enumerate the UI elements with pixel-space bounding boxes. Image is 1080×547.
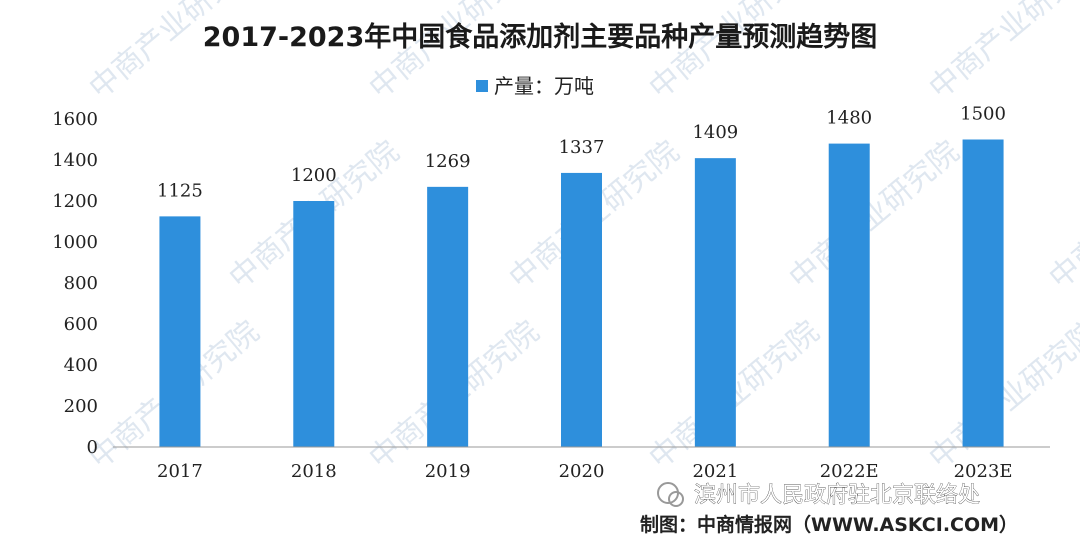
data-label-2019: 1269 (425, 151, 471, 172)
wechat-badge: 滨州市人民政府驻北京联络处 (657, 482, 980, 508)
x-tick-label: 2017 (157, 461, 203, 482)
y-tick-label: 200 (64, 396, 98, 417)
watermark-text: 中商产业研究院 (923, 0, 1080, 106)
data-labels: 1125 1200 1269 1337 1409 1480 1500 (157, 104, 1006, 202)
watermark-text: 中商产业研究院 (1043, 134, 1080, 296)
chart-title: 2017-2023年中国食品添加剂主要品种产量预测趋势图 (203, 21, 878, 53)
x-tick-label: 2018 (291, 461, 337, 482)
x-tick-label: 2020 (559, 461, 605, 482)
y-tick-label: 600 (64, 314, 98, 335)
bar-2023E (962, 139, 1004, 447)
bar-2017 (159, 216, 201, 447)
bar-2018 (293, 201, 335, 447)
watermark-text: 中商产业研究院 (83, 0, 266, 106)
legend-swatch (476, 80, 488, 92)
y-tick-label: 400 (64, 355, 98, 376)
y-tick-label: 1200 (52, 191, 98, 212)
data-label-2017: 1125 (157, 180, 203, 201)
bar-2022E (828, 143, 870, 447)
bar-2019 (427, 186, 469, 448)
source-credit: 制图：中商情报网（WWW.ASKCI.COM） (640, 513, 1018, 536)
bar-series (159, 139, 1004, 448)
y-axis: 0 200 400 600 800 1000 1200 1400 1600 (52, 109, 98, 458)
x-tick-label: 2019 (425, 461, 471, 482)
data-label-2018: 1200 (291, 165, 337, 186)
watermark-text: 中商产业研究院 (643, 0, 826, 106)
y-tick-label: 1400 (52, 150, 98, 171)
y-tick-label: 1000 (52, 232, 98, 253)
data-label-2020: 1337 (559, 137, 605, 158)
y-tick-label: 800 (64, 273, 98, 294)
data-label-2022E: 1480 (826, 108, 872, 129)
x-axis: 2017 2018 2019 2020 2021 2022E 2023E (157, 461, 1013, 482)
y-tick-label: 0 (87, 437, 98, 458)
watermark-text: 中商产业研究院 (783, 134, 966, 296)
x-tick-label: 2023E (954, 461, 1013, 482)
x-tick-label: 2021 (692, 461, 738, 482)
data-label-2021: 1409 (692, 122, 738, 143)
legend-label: 产量：万吨 (494, 74, 594, 98)
x-tick-label: 2022E (820, 461, 879, 482)
bar-2021 (694, 158, 736, 447)
data-label-2023E: 1500 (960, 104, 1006, 125)
wechat-account: 滨州市人民政府驻北京联络处 (694, 483, 980, 508)
y-tick-label: 1600 (52, 109, 98, 130)
bar-2020 (561, 172, 602, 448)
